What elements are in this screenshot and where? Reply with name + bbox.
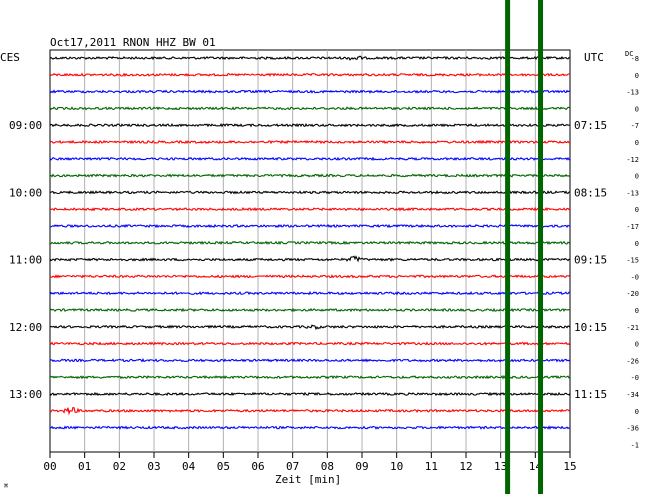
x-tick-label: 04: [182, 460, 196, 473]
dc-value-label: 0: [635, 240, 639, 248]
x-tick-label: 02: [113, 460, 126, 473]
dc-value-label: -34: [626, 391, 639, 399]
dc-value-label: 0: [635, 105, 639, 113]
dc-value-label: 0: [635, 206, 639, 214]
right-hour-label: 10:15: [574, 321, 607, 334]
right-timezone-label: UTC: [584, 51, 604, 64]
trace-line: [49, 406, 571, 416]
dc-value-label: -17: [626, 223, 639, 231]
trace-line: [49, 240, 571, 246]
dc-value-label: -26: [626, 357, 639, 365]
dc-value-label: -1: [631, 441, 639, 449]
trace-line: [49, 106, 571, 111]
dc-value-label: 0: [635, 341, 639, 349]
trace-line: [49, 89, 571, 94]
trace-line: [49, 324, 571, 331]
x-axis-label: Zeit [min]: [275, 473, 341, 486]
left-hour-label: 09:00: [9, 119, 42, 132]
left-hour-label: 11:00: [9, 254, 42, 267]
right-hour-label: 11:15: [574, 388, 607, 401]
trace-line: [50, 223, 571, 229]
trace-line: [49, 391, 571, 397]
trace-line: [49, 425, 571, 430]
left-timezone-label: CES: [0, 51, 20, 64]
x-tick-label: 01: [78, 460, 91, 473]
trace-line: [49, 290, 571, 296]
trace-line: [49, 307, 571, 313]
right-hour-label: 07:15: [574, 119, 607, 132]
x-tick-label: 06: [251, 460, 264, 473]
x-tick-label: 05: [217, 460, 230, 473]
dc-value-label: 0: [635, 307, 639, 315]
x-tick-label: 07: [286, 460, 299, 473]
dc-value-label: 0: [635, 408, 639, 416]
dc-value-label: -21: [626, 324, 639, 332]
dc-value-label: -36: [626, 425, 639, 433]
trace-line: [49, 156, 571, 161]
corner-mark: ⌘: [4, 482, 8, 490]
left-hour-label: 13:00: [9, 388, 42, 401]
x-tick-label: 10: [390, 460, 403, 473]
trace-line: [49, 139, 571, 145]
plot-frame: [49, 49, 571, 453]
x-tick-label: 00: [43, 460, 56, 473]
dc-value-label: -13: [626, 89, 639, 97]
trace-line: [49, 374, 571, 380]
x-tick-label: 09: [355, 460, 368, 473]
x-tick-label: 08: [321, 460, 334, 473]
x-tick-label: 03: [147, 460, 160, 473]
x-tick-label: 12: [459, 460, 472, 473]
left-hour-label: 12:00: [9, 321, 42, 334]
dc-value-label: 0: [635, 72, 639, 80]
dc-value-label: -7: [631, 122, 639, 130]
dc-value-label: 0: [635, 139, 639, 147]
right-hour-label: 08:15: [574, 186, 607, 199]
trace-line: [49, 341, 571, 346]
trace-line: [49, 358, 571, 363]
trace-line: [49, 255, 571, 263]
trace-line: [49, 122, 571, 128]
dc-value-label: -8: [631, 55, 639, 63]
trace-line: [49, 55, 571, 61]
right-hour-label: 09:15: [574, 254, 607, 267]
left-hour-label: 10:00: [9, 186, 42, 199]
dc-value-label: -12: [626, 156, 639, 164]
dc-value-label: -0: [631, 374, 639, 382]
dc-value-label: 0: [635, 173, 639, 181]
dc-header-label: DC: [625, 50, 633, 58]
dc-value-label: -15: [626, 257, 639, 265]
x-tick-label: 13: [494, 460, 507, 473]
dc-value-label: -0: [631, 273, 639, 281]
trace-line: [49, 173, 571, 178]
x-tick-label: 11: [425, 460, 438, 473]
trace-line: [49, 274, 571, 279]
x-tick-label: 15: [563, 460, 576, 473]
dc-value-label: -20: [626, 290, 639, 298]
dc-value-label: -13: [626, 189, 639, 197]
trace-line: [49, 206, 571, 212]
trace-line: [49, 72, 571, 78]
chart-title: Oct17,2011 RNON HHZ BW 01: [50, 36, 216, 49]
trace-line: [49, 190, 571, 195]
